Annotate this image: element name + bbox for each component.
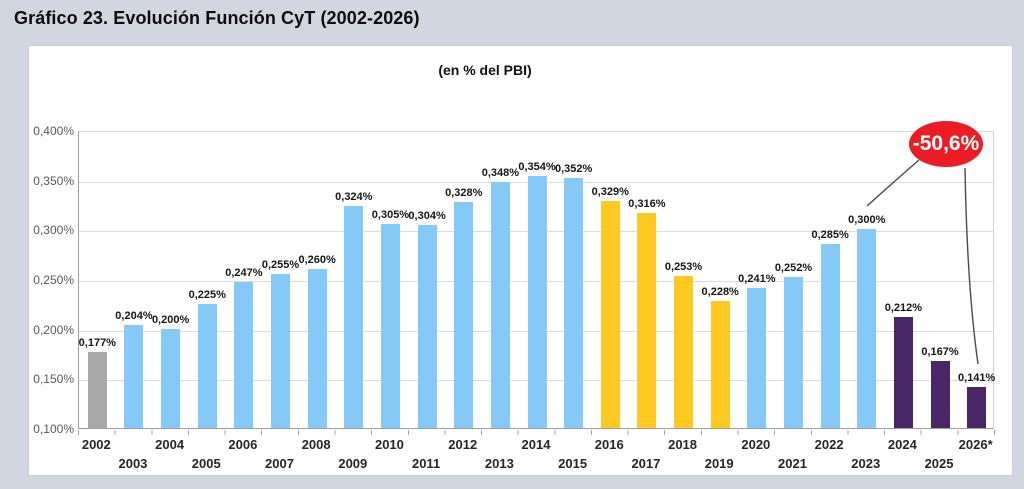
x-axis-tick-marks bbox=[78, 430, 995, 435]
bar-2023 bbox=[857, 229, 877, 428]
bar-value-label: 0,300% bbox=[848, 214, 886, 227]
chart-panel: (en % del PBI) 0,177% 0,204% 0,200% 0,225% 0… bbox=[28, 45, 1013, 476]
bar-value-label: 0,241% bbox=[738, 272, 776, 285]
y-axis-tick-label: 0,250% bbox=[33, 273, 74, 287]
bar-value-label: 0,354% bbox=[518, 160, 556, 173]
x-axis-label-2005: 2005 bbox=[191, 456, 221, 471]
bar-value-label: 0,260% bbox=[298, 254, 336, 267]
bar-2008 bbox=[307, 269, 327, 428]
y-axis-tick-label: 0,100% bbox=[33, 422, 74, 436]
bar-2003 bbox=[124, 324, 144, 428]
bar-value-label: 0,141% bbox=[958, 372, 996, 385]
bar-2009 bbox=[344, 205, 364, 428]
bar-value-label: 0,167% bbox=[921, 346, 959, 359]
bar-2012 bbox=[454, 201, 474, 428]
x-axis-label-2008: 2008 bbox=[301, 437, 331, 452]
x-axis-label-2003: 2003 bbox=[118, 456, 148, 471]
x-axis-label-2010: 2010 bbox=[374, 437, 404, 452]
bar-2021 bbox=[783, 277, 803, 428]
bar-2011 bbox=[417, 225, 437, 428]
y-axis-tick-label: 0,400% bbox=[33, 124, 74, 138]
x-axis-label-2014: 2014 bbox=[521, 437, 551, 452]
bar-2004 bbox=[161, 328, 181, 428]
bar-2015 bbox=[564, 177, 584, 428]
bar-value-label: 0,177% bbox=[78, 336, 116, 349]
bar-2010 bbox=[380, 224, 400, 428]
x-axis-label-2011: 2011 bbox=[411, 456, 441, 471]
x-axis-label-2025: 2025 bbox=[924, 456, 954, 471]
bar-2025 bbox=[930, 361, 950, 428]
x-axis-label-2018: 2018 bbox=[668, 437, 698, 452]
annotation-badge-label: -50,6% bbox=[912, 132, 980, 155]
bar-2020 bbox=[747, 287, 767, 428]
bar-2017 bbox=[637, 213, 657, 428]
page-title: Gráfico 23. Evolución Función CyT (2002-… bbox=[14, 8, 420, 28]
bar-value-label: 0,253% bbox=[664, 261, 703, 273]
bar-value-label: 0,228% bbox=[701, 285, 739, 298]
x-axis-label-2016: 2016 bbox=[594, 437, 624, 452]
x-axis-label-2007: 2007 bbox=[265, 456, 294, 471]
bar-2005 bbox=[197, 303, 217, 428]
bar-2018 bbox=[674, 276, 694, 428]
bar-2026 bbox=[967, 387, 987, 428]
plot-area: 0,177% 0,204% 0,200% 0,225% 0,247% 0,255% 0,26… bbox=[78, 131, 996, 429]
bar-value-label: 0,324% bbox=[335, 190, 373, 203]
chart-subtitle: (en % del PBI) bbox=[438, 62, 532, 78]
bar-value-label: 0,212% bbox=[884, 301, 923, 314]
bar-2013 bbox=[490, 181, 510, 428]
bar-2002 bbox=[87, 351, 107, 428]
x-axis-label-2006: 2006 bbox=[228, 437, 258, 452]
y-axis-tick-label: 0,150% bbox=[33, 372, 74, 387]
x-axis-label-2004: 2004 bbox=[155, 437, 185, 452]
bar-2007 bbox=[271, 274, 291, 428]
y-axis-tick-label: 0,300% bbox=[33, 223, 74, 238]
bar-value-label: 0,255% bbox=[261, 259, 300, 271]
y-axis-tick-label: 0,350% bbox=[33, 173, 74, 188]
bar-value-label: 0,200% bbox=[151, 313, 190, 326]
bar-value-label: 0,352% bbox=[554, 162, 593, 175]
x-axis-label-2021: 2021 bbox=[778, 456, 807, 471]
bar-value-label: 0,285% bbox=[811, 229, 849, 242]
bar-2016 bbox=[600, 200, 620, 428]
x-axis-label-2023: 2023 bbox=[851, 456, 881, 471]
annotation-badge: -50,6% bbox=[909, 121, 983, 167]
bar-value-label: 0,252% bbox=[774, 262, 813, 274]
bar-2024 bbox=[893, 316, 913, 428]
x-axis-label-2019: 2019 bbox=[704, 456, 734, 471]
bar-value-label: 0,348% bbox=[481, 166, 520, 179]
x-axis-label-2026: 2026* bbox=[958, 437, 993, 452]
bar-2022 bbox=[820, 244, 840, 428]
bar-value-label: 0,247% bbox=[225, 267, 263, 279]
x-axis-label-2020: 2020 bbox=[741, 437, 771, 452]
bar-value-label: 0,204% bbox=[115, 309, 153, 322]
bar-value-label: 0,328% bbox=[445, 186, 483, 199]
bar-value-label: 0,305% bbox=[371, 209, 410, 222]
bar-2019 bbox=[710, 300, 730, 428]
x-axis-label-2002: 2002 bbox=[81, 437, 111, 452]
bar-value-label: 0,329% bbox=[591, 185, 629, 198]
x-axis-label-2022: 2022 bbox=[814, 437, 844, 452]
x-axis-label-2024: 2024 bbox=[887, 437, 917, 452]
x-axis-label-2012: 2012 bbox=[448, 437, 478, 452]
x-axis-label-2013: 2013 bbox=[484, 456, 514, 471]
x-axis-label-2009: 2009 bbox=[338, 456, 368, 471]
bar-value-label: 0,225% bbox=[188, 288, 226, 301]
x-axis-label-2017: 2017 bbox=[631, 456, 661, 471]
y-axis-tick-label: 0,200% bbox=[33, 322, 74, 337]
bar-2006 bbox=[234, 282, 254, 428]
x-axis-label-2015: 2015 bbox=[558, 456, 588, 471]
bar-value-label: 0,304% bbox=[408, 210, 446, 223]
bar-value-label: 0,316% bbox=[628, 198, 666, 211]
bar-2014 bbox=[527, 175, 547, 428]
